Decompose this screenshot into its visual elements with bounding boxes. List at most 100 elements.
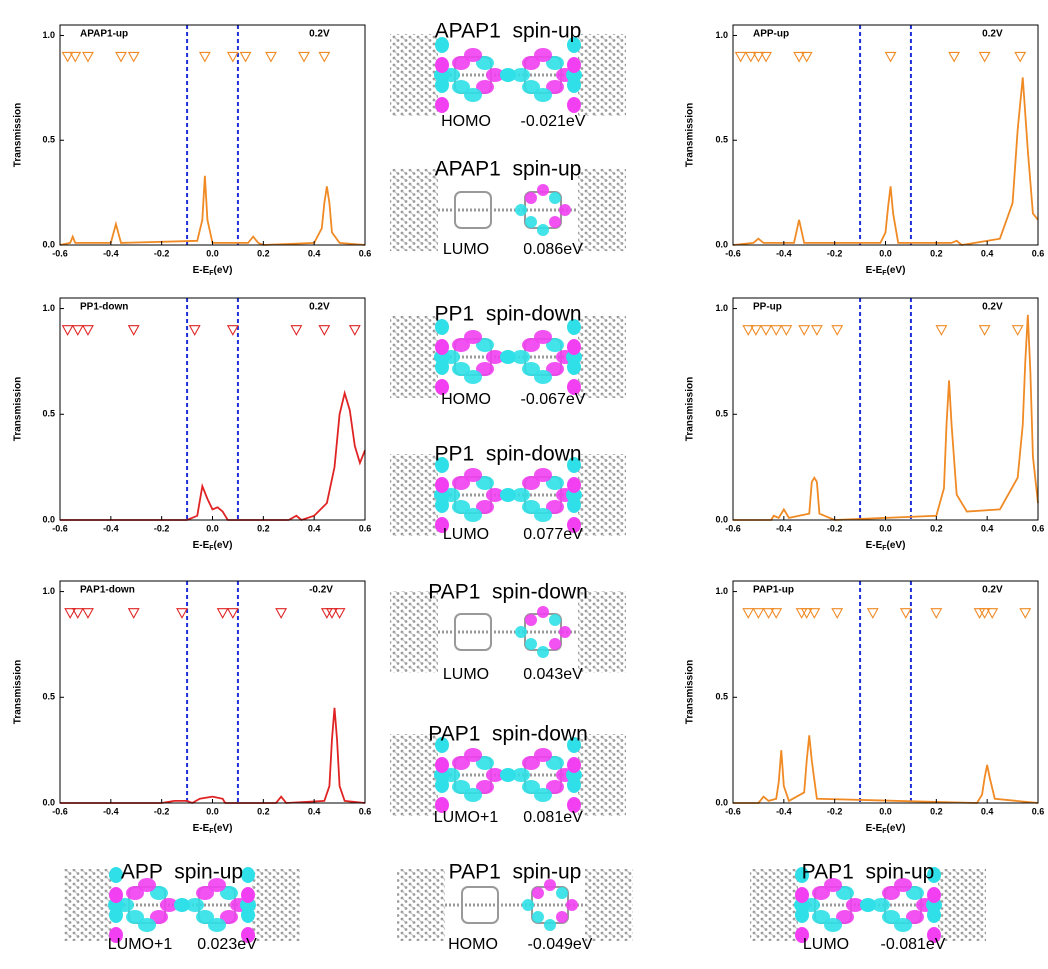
chart: -0.6 -0.4 -0.2 0.0 0.2 0.4 0.6 0.0 0.5 1.0 PP1-dow… [13,297,371,552]
x-tick-label: -0.2 [827,523,843,533]
eigenstate-marker [82,325,94,336]
orbital-lobe [567,379,581,395]
orbital-lobe [109,927,123,943]
orbital-lobe [464,330,482,344]
orbital-title: APAP1 spin-up [435,20,582,43]
orbital-title: PAP1 spin-up [449,861,582,884]
orbital-lobe [486,350,504,364]
orbital-title: APAP1 spin-up [435,158,582,181]
eigenstate-marker [333,608,346,619]
y-axis-label: Transmission [685,660,696,724]
electrode [390,591,438,673]
orbital-title: PP1 spin-down [434,303,581,326]
orbital-panel: PAP1 spin-up LUMO -0.081eV [750,861,986,953]
eigenstate-marker [298,51,310,63]
orbital-lobe [556,887,568,899]
x-tick-label: -0.6 [52,806,68,816]
x-label-part: E-E [193,540,210,551]
eigenstate-marker [1019,608,1032,619]
x-tick-label: 0.0 [206,523,219,533]
eigenstate-marker [198,51,211,63]
orbital-lobe [567,477,581,493]
orbital-lobe [537,224,549,236]
orbital-lobe [464,468,482,482]
x-tick-label: -0.2 [827,248,843,258]
orbital-lobe [894,878,912,892]
orbital-lobe [824,918,842,932]
orbital-lobe [241,887,255,903]
eigenstate-marker [82,608,94,619]
orbital-lobe [486,768,504,782]
orbital-lobe [525,638,537,650]
x-label-part: E-E [193,265,210,276]
x-tick-label: 0.6 [1032,806,1045,816]
orbital-lobe [452,780,470,794]
x-tick-label: -0.2 [154,248,170,258]
orbital-lobe [186,898,204,912]
x-tick-label: -0.4 [103,248,119,258]
orbital-lobe [452,756,470,770]
orbital-lobe [846,898,864,912]
orbital-lobe [435,797,449,813]
x-label-part: E-E [866,265,883,276]
eigenstate-marker [61,51,74,63]
orbital-lobe [567,517,581,533]
orbital-lobe [546,500,564,514]
y-axis-label: Transmission [13,377,24,441]
plot-frame [59,297,366,521]
orbital-lobe [174,898,190,912]
orbital-lobe [464,508,482,522]
eigenstate-marker [973,608,986,619]
orbital-lobe [906,910,924,924]
eigenstate-marker [64,608,77,619]
x-label-sub: F [209,270,214,277]
chart-title: APAP1-up [80,29,128,40]
x-tick-label: -0.2 [154,806,170,816]
eigenstate-marker [978,608,991,619]
y-tick-label: 1.0 [715,303,728,313]
eigenstate-marker [71,608,84,619]
orbital-lobe [476,362,494,376]
x-label-part: E-E [866,823,883,834]
orbital-lobe [534,788,552,802]
electrode [578,169,626,251]
orbital-title: PAP1 spin-up [802,861,935,884]
orbital-lobe [208,878,226,892]
orbital-panel: APP spin-up LUMO+1 0.023eV [64,861,300,953]
orbital-state: LUMO+1 [434,809,499,826]
orbital-lobe [476,756,494,770]
orbital-lobe [525,614,537,626]
orbital-panel: PP1 spin-down LUMO 0.077eV [390,443,626,543]
eigenstate-marker [61,325,74,336]
x-tick-label: 0.0 [879,806,892,816]
electrode [578,734,626,816]
orbital-lobe [476,476,494,490]
orbital-state: LUMO [443,666,489,683]
orbital-title: PAP1 spin-down [428,581,588,604]
orbital-lobe [522,476,540,490]
electrode [390,169,438,251]
x-tick-label: 0.0 [879,248,892,258]
x-tick-label: -0.6 [52,523,68,533]
orbital-lobe [522,780,540,794]
y-tick-label: 0.5 [42,409,55,419]
orbital-lobe [927,887,941,903]
orbital-lobe [500,488,516,502]
eigenstate-marker [899,608,912,619]
eigenstate-marker [800,51,813,63]
orbital-lobe [534,508,552,522]
x-tick-label: -0.4 [776,248,792,258]
orbital-lobe [567,359,581,375]
y-tick-label: 0.5 [42,135,55,145]
chart: -0.6 -0.4 -0.2 0.0 0.2 0.4 0.6 0.0 0.5 1.0 APP-up 0… [685,24,1044,277]
orbital-lobe [435,379,449,395]
orbital-lobe [567,37,581,53]
eigenstate-marker [752,51,765,63]
x-tick-label: 0.6 [359,806,372,816]
x-label-sub: F [209,545,214,552]
orbital-lobe [500,768,516,782]
orbital-lobe [549,614,561,626]
orbital-lobe [795,927,809,943]
orbital-energy: -0.081eV [881,936,946,953]
orbital-energy: -0.049eV [528,936,593,953]
